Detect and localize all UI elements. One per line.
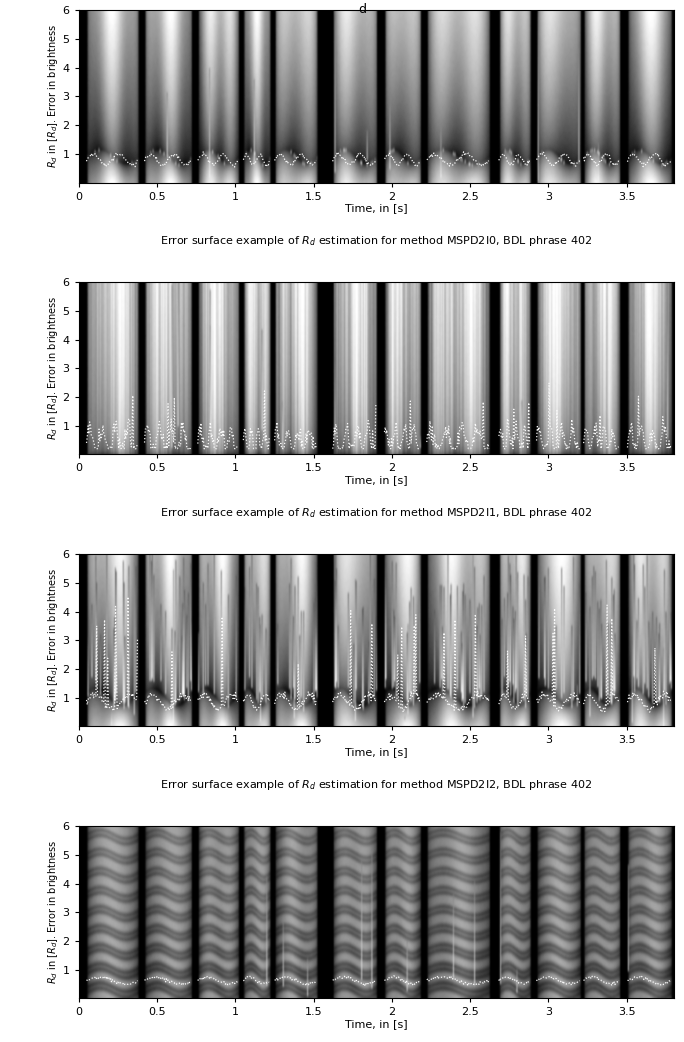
Text: Error surface example of $R_d$ estimation for method MSPD2I2, BDL phrase 402: Error surface example of $R_d$ estimatio… bbox=[160, 778, 592, 792]
Y-axis label: $R_d$ in [$R_d$]. Error in brightness: $R_d$ in [$R_d$]. Error in brightness bbox=[46, 840, 60, 985]
X-axis label: Time, in [s]: Time, in [s] bbox=[345, 747, 408, 756]
X-axis label: Time, in [s]: Time, in [s] bbox=[345, 1019, 408, 1028]
Text: Error surface example of $R_d$ estimation for method MSPD2I0, BDL phrase 402: Error surface example of $R_d$ estimatio… bbox=[160, 234, 592, 248]
Y-axis label: $R_d$ in [$R_d$]. Error in brightness: $R_d$ in [$R_d$]. Error in brightness bbox=[46, 568, 60, 713]
Text: Error surface example of $R_d$ estimation for method MSPD2I1, BDL phrase 402: Error surface example of $R_d$ estimatio… bbox=[160, 506, 592, 520]
Text: d: d bbox=[358, 3, 367, 16]
Y-axis label: $R_d$ in [$R_d$]. Error in brightness: $R_d$ in [$R_d$]. Error in brightness bbox=[46, 296, 60, 441]
X-axis label: Time, in [s]: Time, in [s] bbox=[345, 203, 408, 213]
X-axis label: Time, in [s]: Time, in [s] bbox=[345, 475, 408, 485]
Y-axis label: $R_d$ in [$R_d$]. Error in brightness: $R_d$ in [$R_d$]. Error in brightness bbox=[46, 24, 60, 169]
